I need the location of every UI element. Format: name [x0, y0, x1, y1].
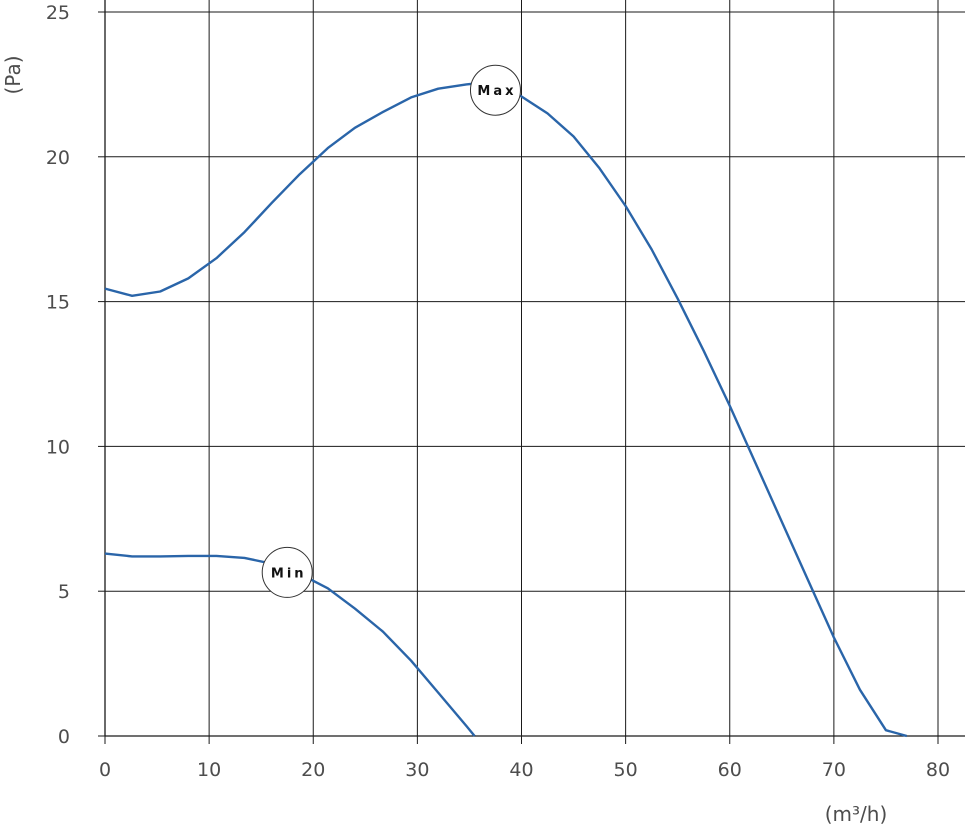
series-badge-min: Min: [261, 546, 313, 598]
series-line-max: [104, 81, 908, 738]
series-layer: [104, 81, 908, 738]
x-axis-label: (m³/h): [825, 802, 888, 826]
x-tick-label: 0: [99, 759, 111, 781]
x-tick-label: 40: [509, 759, 533, 781]
x-tick-label: 10: [197, 759, 221, 781]
y-tick-label: 0: [58, 726, 70, 748]
vertical-gridlines: [208, 0, 939, 736]
series-name-label: Max: [477, 84, 516, 99]
horizontal-gridlines: [105, 11, 965, 592]
y-axis-label: (Pa): [1, 55, 25, 94]
y-tick-label: 25: [46, 2, 70, 24]
y-tick-label: 20: [46, 147, 70, 169]
y-tick-label: 5: [58, 581, 70, 603]
series-badge-max: Max: [469, 64, 521, 116]
y-tick-label: 10: [46, 436, 70, 458]
series-name-label: Min: [271, 566, 307, 581]
x-axis-ticks: 0 10 20 30 40 50 60 70 80: [99, 736, 950, 781]
badge-circle: [469, 64, 521, 116]
x-tick-label: 80: [926, 759, 950, 781]
y-axis-ticks: 0 5 10 15 20 25: [46, 2, 105, 748]
x-tick-label: 70: [822, 759, 846, 781]
x-tick-label: 50: [614, 759, 638, 781]
x-tick-label: 20: [301, 759, 325, 781]
series-labels: Max Min: [261, 64, 521, 598]
badge-circle: [261, 546, 313, 598]
x-tick-label: 30: [405, 759, 429, 781]
x-tick-label: 60: [718, 759, 742, 781]
y-tick-label: 15: [46, 292, 70, 314]
